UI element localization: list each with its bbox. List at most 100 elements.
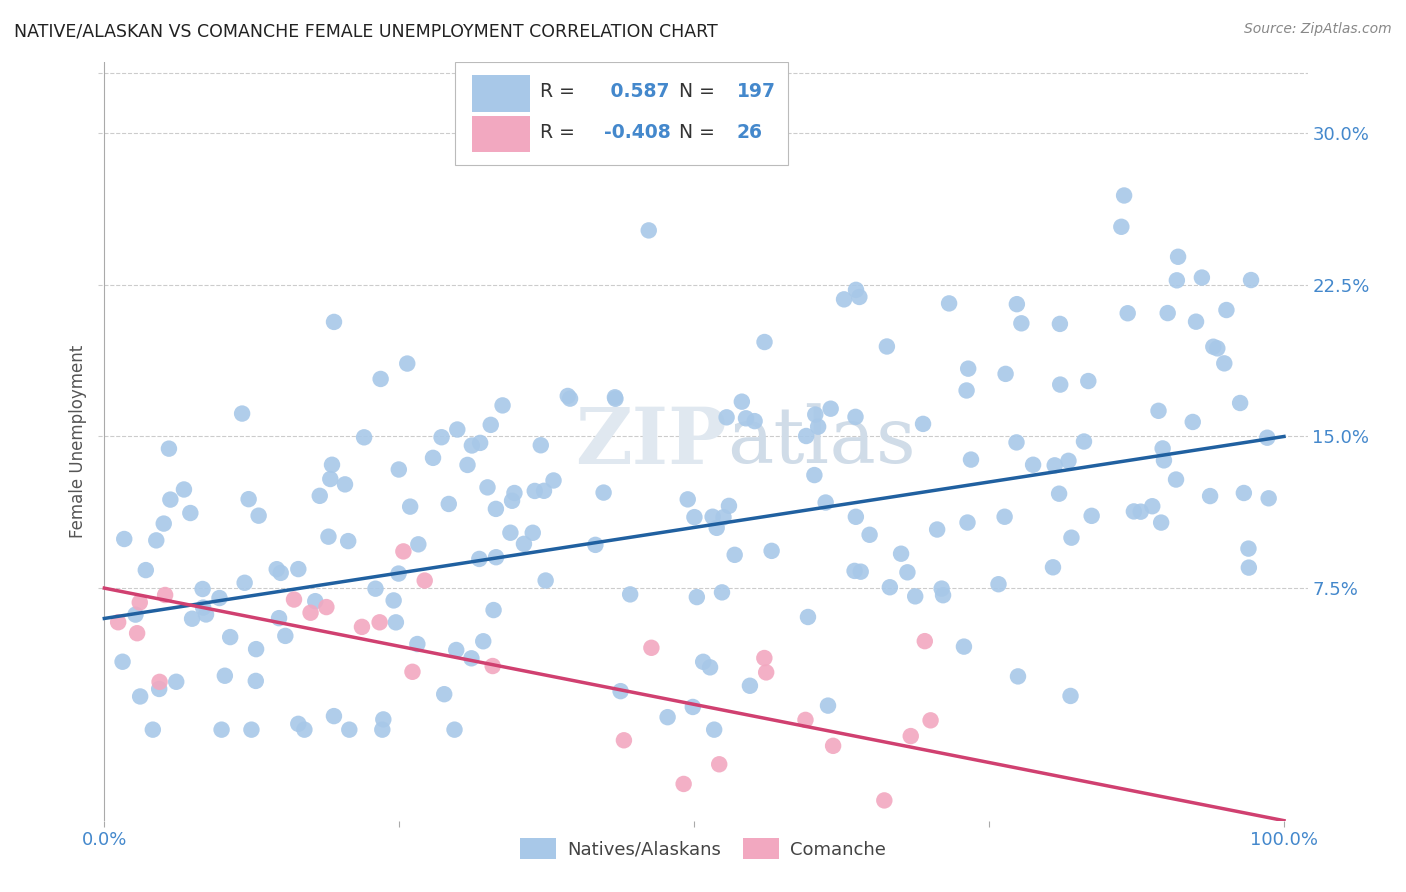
Point bbox=[318, 530, 340, 544]
Point bbox=[817, 698, 839, 713]
Point bbox=[794, 429, 817, 443]
Point bbox=[191, 582, 214, 596]
Point bbox=[592, 485, 614, 500]
Point bbox=[703, 723, 725, 737]
Point bbox=[112, 532, 135, 546]
Point bbox=[107, 615, 129, 630]
Point bbox=[211, 723, 233, 737]
Point bbox=[148, 674, 170, 689]
Point bbox=[844, 564, 866, 578]
Point bbox=[195, 607, 218, 622]
Point bbox=[304, 594, 326, 608]
Point bbox=[957, 361, 980, 376]
Point bbox=[1022, 458, 1045, 472]
Point bbox=[637, 223, 659, 237]
Point bbox=[876, 339, 898, 353]
Point bbox=[804, 408, 827, 422]
Point bbox=[157, 442, 180, 456]
Point bbox=[920, 714, 942, 728]
Point bbox=[832, 293, 855, 307]
Point bbox=[287, 716, 309, 731]
Point bbox=[1185, 315, 1208, 329]
Point bbox=[503, 486, 526, 500]
Point bbox=[1005, 435, 1028, 450]
Point bbox=[165, 674, 187, 689]
Point bbox=[823, 739, 845, 753]
Point bbox=[142, 723, 165, 737]
Point bbox=[558, 392, 581, 406]
Point bbox=[370, 372, 392, 386]
Point bbox=[994, 509, 1017, 524]
Point bbox=[1202, 340, 1225, 354]
Point bbox=[315, 600, 337, 615]
Point bbox=[1043, 458, 1066, 473]
Point bbox=[938, 296, 960, 310]
Point bbox=[744, 414, 766, 428]
FancyBboxPatch shape bbox=[472, 115, 530, 152]
Point bbox=[323, 709, 346, 723]
Point bbox=[807, 419, 830, 434]
Point bbox=[287, 562, 309, 576]
Point bbox=[111, 655, 134, 669]
Point bbox=[1215, 303, 1237, 318]
Point bbox=[1005, 297, 1028, 311]
Point bbox=[754, 334, 776, 349]
Point bbox=[900, 729, 922, 743]
Point bbox=[337, 723, 360, 737]
Point bbox=[543, 474, 565, 488]
Point bbox=[408, 537, 430, 551]
Point bbox=[457, 458, 479, 472]
Point bbox=[1047, 486, 1070, 500]
Point bbox=[446, 423, 468, 437]
Point bbox=[337, 534, 360, 549]
Point bbox=[755, 665, 778, 680]
Point bbox=[422, 450, 444, 465]
Point bbox=[794, 713, 817, 727]
Point bbox=[406, 637, 429, 651]
Point bbox=[491, 398, 513, 412]
Point bbox=[761, 544, 783, 558]
Point bbox=[738, 679, 761, 693]
Point bbox=[1080, 508, 1102, 523]
Point bbox=[283, 592, 305, 607]
Point bbox=[955, 384, 977, 398]
Text: NATIVE/ALASKAN VS COMANCHE FEMALE UNEMPLOYMENT CORRELATION CHART: NATIVE/ALASKAN VS COMANCHE FEMALE UNEMPL… bbox=[14, 22, 718, 40]
Point bbox=[219, 630, 242, 644]
Point bbox=[797, 610, 820, 624]
Point bbox=[240, 723, 263, 737]
Point bbox=[814, 495, 837, 509]
Point bbox=[399, 500, 422, 514]
Text: -0.408: -0.408 bbox=[603, 123, 671, 143]
Text: 0.587: 0.587 bbox=[603, 82, 669, 101]
Point bbox=[299, 606, 322, 620]
Text: R =: R = bbox=[540, 123, 581, 143]
Point bbox=[323, 315, 346, 329]
Point bbox=[534, 574, 557, 588]
Point bbox=[682, 700, 704, 714]
Point bbox=[1213, 356, 1236, 370]
Point bbox=[460, 651, 482, 665]
Point bbox=[401, 665, 423, 679]
Point bbox=[267, 611, 290, 625]
Point bbox=[711, 585, 734, 599]
Point bbox=[388, 462, 411, 476]
Point bbox=[472, 634, 495, 648]
Point bbox=[245, 673, 267, 688]
Point bbox=[1010, 316, 1032, 330]
Point bbox=[1153, 453, 1175, 467]
Point bbox=[479, 417, 502, 432]
Point bbox=[485, 550, 508, 565]
Text: N =: N = bbox=[666, 123, 721, 143]
Point bbox=[735, 411, 758, 425]
Point bbox=[1057, 454, 1080, 468]
Point bbox=[159, 492, 181, 507]
Point bbox=[716, 410, 738, 425]
Point bbox=[994, 367, 1017, 381]
Point bbox=[135, 563, 157, 577]
Point bbox=[683, 510, 706, 524]
Point bbox=[706, 521, 728, 535]
Point bbox=[849, 565, 872, 579]
Point bbox=[609, 684, 631, 698]
Point bbox=[1150, 516, 1173, 530]
Point bbox=[470, 436, 492, 450]
